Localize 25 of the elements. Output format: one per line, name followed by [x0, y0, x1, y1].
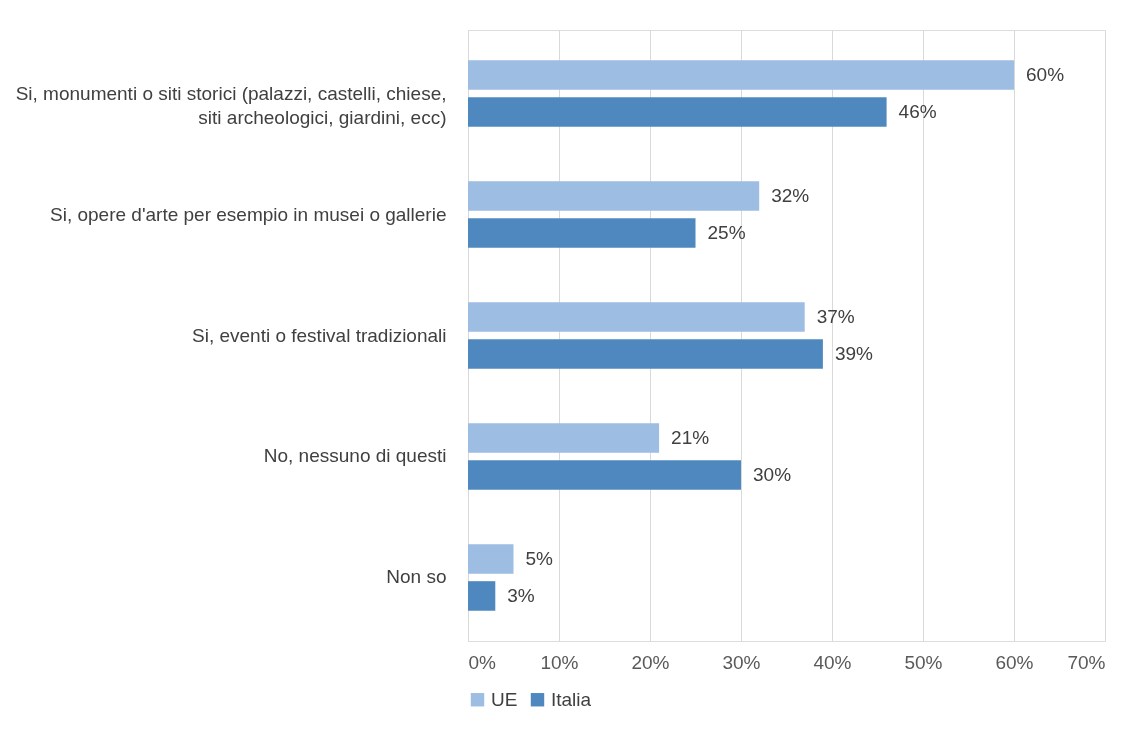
y-tick-label: Si, eventi o festival tradizionali [191, 324, 447, 346]
data-label: 37% [816, 306, 855, 328]
x-tick-label: 60% [995, 651, 1034, 673]
y-tick-label: Si, opere d'arte per esempio in musei o gallerie [49, 203, 447, 225]
y-tick-label: No, nessuno di questi [263, 445, 447, 467]
legend-label: Italia [551, 688, 592, 710]
data-label: 3% [507, 584, 535, 606]
x-tick-label: 30% [722, 651, 761, 673]
legend-label: UE [491, 688, 518, 710]
data-label: 5% [525, 548, 554, 569]
y-tick-label: Non so [386, 566, 447, 588]
x-tick-label: 10% [540, 651, 579, 673]
data-label: 60% [1026, 64, 1065, 86]
x-tick-label: 50% [904, 651, 943, 673]
data-label: 25% [707, 221, 746, 243]
x-tick-label: 20% [631, 651, 670, 673]
y-tick-label: Si, monumenti o siti storici (palazzi, castelli, chiese, siti archeologici, giardini, ecc) [15, 82, 447, 128]
data-label: 32% [771, 185, 810, 207]
x-tick-label: 40% [813, 651, 852, 673]
data-label: 46% [898, 101, 937, 122]
data-label: 39% [834, 342, 874, 364]
data-label: 21% [671, 427, 710, 449]
data-label: 30% [753, 463, 792, 485]
x-tick-label: 70% [1067, 651, 1106, 673]
x-tick-label: 0% [468, 651, 497, 673]
